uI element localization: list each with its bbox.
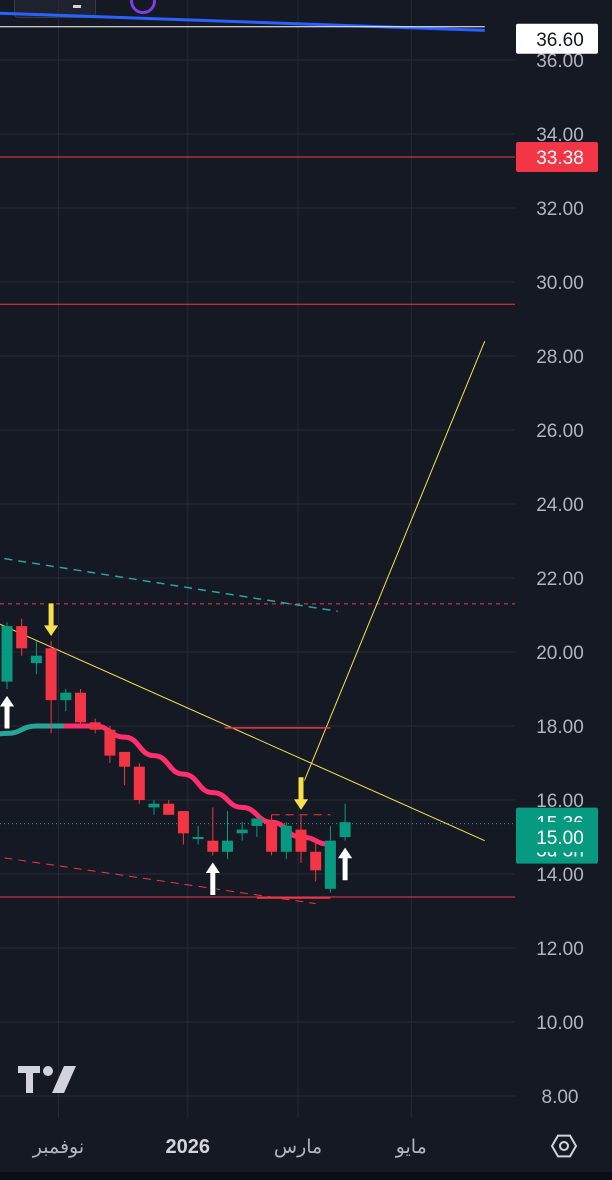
y-tick-label: 16.00	[536, 791, 584, 812]
candle-body	[192, 837, 204, 839]
candle-body	[119, 751, 131, 767]
y-tick-label: 14.00	[536, 865, 584, 886]
sell-arrow-icon	[292, 776, 310, 812]
y-tick-label: 18.00	[536, 717, 584, 738]
buy-arrow-icon	[0, 694, 16, 730]
candle-body	[133, 766, 145, 800]
settings-gear-icon[interactable]	[550, 1134, 578, 1158]
y-tick-label: 36.00	[536, 51, 584, 72]
candle-body	[280, 825, 292, 852]
candle-body	[236, 829, 248, 834]
y-tick-label: 28.00	[536, 347, 584, 368]
candle-body	[45, 648, 57, 701]
grid-layer	[0, 0, 515, 1118]
x-tick-label: 2026	[166, 1136, 211, 1158]
indicator-circle-icon[interactable]	[130, 0, 156, 14]
buy-arrow-icon	[336, 845, 355, 882]
candle-body	[60, 692, 72, 701]
y-tick-label: 20.00	[536, 643, 584, 664]
y-tick-label: 22.00	[536, 569, 584, 590]
signal-arrows	[0, 602, 355, 896]
x-tick-label: مارس	[274, 1136, 322, 1158]
bottom-bar	[0, 1172, 612, 1180]
candles	[1, 618, 351, 893]
candle-body	[222, 840, 233, 852]
candle-body	[251, 818, 263, 826]
candle-body	[295, 829, 307, 852]
trend-line	[0, 623, 485, 842]
candle-body	[75, 692, 86, 723]
trend-line	[300, 341, 486, 790]
price-badge-label: 36.60	[536, 30, 584, 51]
x-tick-label: مايو	[395, 1136, 427, 1158]
candle-body	[310, 851, 322, 871]
y-tick-label: 12.00	[536, 939, 584, 960]
y-tick-label: 24.00	[536, 495, 584, 516]
candle-body	[339, 822, 351, 837]
trend-line	[0, 11, 485, 32]
candle-body	[148, 803, 160, 808]
candle-body	[89, 722, 101, 730]
tradingview-logo	[18, 1066, 76, 1093]
candle-body	[16, 626, 28, 649]
y-tick-label: 32.00	[536, 199, 584, 220]
price-badge-label: 15.00	[536, 828, 584, 849]
candle-body	[163, 803, 175, 815]
price-badge-label: 33.38	[536, 148, 584, 169]
x-tick-label: نوفمبر	[32, 1136, 84, 1158]
trend-line	[0, 557, 338, 613]
trend-lines	[0, 11, 486, 905]
price-badge	[516, 141, 598, 172]
y-tick-label: 8.00	[542, 1087, 579, 1108]
candle-body	[266, 822, 278, 852]
level-lines	[0, 156, 515, 898]
time-axis: نوفمبر 2026 مارس مايو	[32, 1136, 427, 1158]
price-badge	[516, 822, 598, 852]
candle-body	[1, 626, 13, 682]
y-tick-label: 26.00	[536, 421, 584, 442]
candle-body	[104, 729, 116, 756]
y-tick-label: 34.00	[536, 125, 584, 146]
y-tick-label: 30.00	[536, 273, 584, 294]
trend-line	[0, 856, 316, 905]
candle-body	[207, 840, 219, 852]
price-axis: 36.00 34.00 32.00 30.00 28.00 26.00 24.00 22.00…	[536, 51, 584, 1108]
y-tick-label: 10.00	[536, 1013, 584, 1034]
sell-arrow-icon	[42, 602, 61, 638]
price-badge	[516, 23, 598, 54]
buy-arrow-icon	[203, 860, 222, 896]
candle-body	[30, 655, 42, 664]
candle-body	[177, 811, 189, 834]
candle-body	[324, 840, 336, 889]
